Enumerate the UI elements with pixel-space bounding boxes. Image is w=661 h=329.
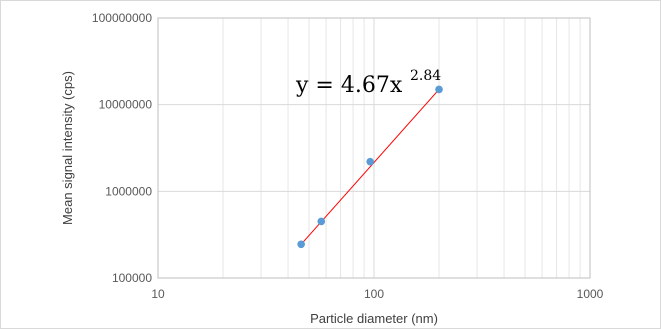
data-point [317, 217, 326, 226]
x-axis-title: Particle diameter (nm) [310, 311, 438, 326]
plot-area-border [157, 17, 591, 279]
tick-labels: 10 100 1000 100000 1000000 10000000 100000000 [92, 11, 604, 301]
trendline [300, 89, 440, 245]
equation-label: y = 4.67x [295, 73, 403, 98]
data-point [297, 240, 305, 249]
y-tick-label: 1000000 [105, 184, 152, 198]
y-tick-label: 10000000 [99, 98, 153, 112]
grid [157, 17, 590, 279]
y-tick-label: 100000 [112, 271, 152, 285]
data-points [297, 85, 443, 249]
x-tick-label: 1000 [577, 287, 604, 301]
y-tick-label: 100000000 [92, 11, 152, 25]
equation-exponent: 2.84 [410, 68, 441, 84]
data-point [366, 157, 374, 166]
y-axis-title: Mean signal intensity (cps) [60, 71, 75, 225]
data-point [435, 85, 443, 94]
x-tick-label: 100 [364, 287, 384, 301]
x-tick-label: 10 [151, 287, 165, 301]
